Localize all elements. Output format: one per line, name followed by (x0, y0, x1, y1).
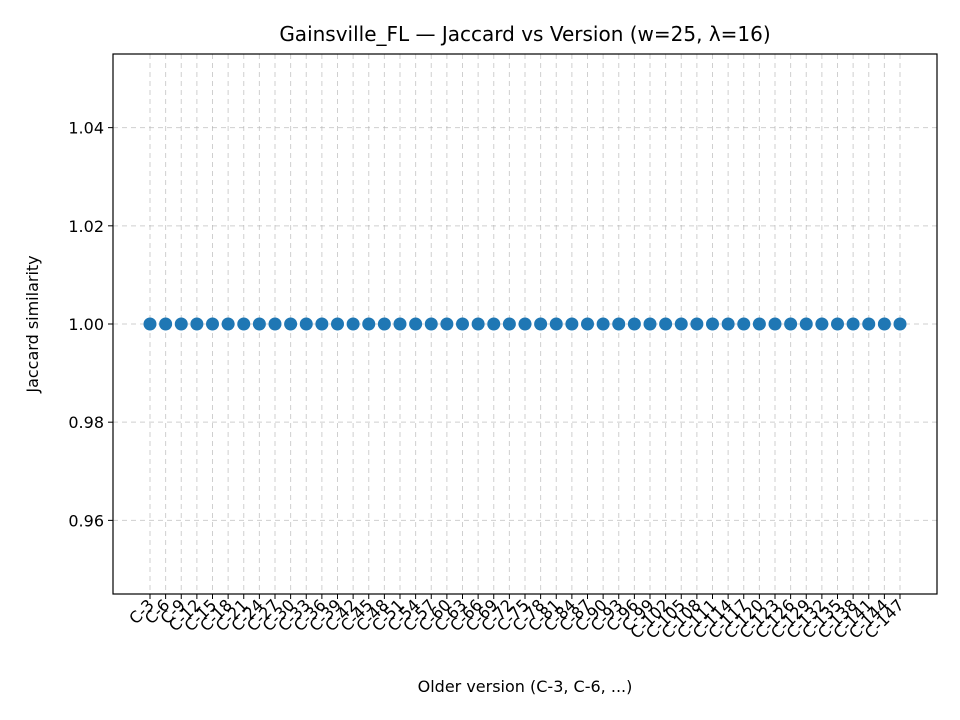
x-axis-label: Older version (C-3, C-6, ...) (418, 677, 633, 696)
data-point (581, 317, 594, 331)
data-point (674, 317, 688, 331)
data-point (737, 317, 751, 331)
data-point (768, 317, 782, 331)
data-point (377, 317, 391, 331)
data-point (268, 317, 282, 331)
data-point (331, 317, 344, 331)
data-point (690, 317, 704, 331)
data-point (643, 317, 657, 331)
data-point (440, 317, 454, 331)
x-axis-ticks: C-3C-6C-9C-12C-15C-18C-21C-24C-27C-30C-3… (125, 594, 908, 642)
data-point (612, 317, 626, 331)
data-point (409, 317, 423, 331)
data-point (534, 317, 548, 331)
y-axis-ticks: 0.96 0.98 1.00 1.02 1.04 (68, 119, 113, 530)
data-point (831, 317, 844, 331)
data-point (846, 317, 860, 331)
data-point (549, 317, 563, 331)
data-point (862, 317, 876, 331)
data-point (706, 317, 719, 331)
data-point (159, 317, 173, 331)
data-point (315, 317, 329, 331)
data-point (237, 317, 251, 331)
y-tick-label: 0.98 (68, 413, 104, 432)
data-point (799, 317, 813, 331)
y-tick-label: 0.96 (68, 511, 104, 530)
data-point (518, 317, 532, 331)
data-point (206, 317, 219, 331)
data-point (877, 317, 891, 331)
data-point (346, 317, 360, 331)
data-point (752, 317, 766, 331)
data-point (565, 317, 579, 331)
data-point (487, 317, 501, 331)
data-point (471, 317, 485, 331)
y-tick-label: 1.04 (68, 119, 104, 138)
data-point (456, 317, 469, 331)
data-point (174, 317, 188, 331)
data-points (143, 317, 907, 331)
data-point (502, 317, 516, 331)
y-axis-label: Jaccard similarity (23, 255, 42, 393)
data-point (299, 317, 313, 331)
data-point (721, 317, 735, 331)
data-point (362, 317, 376, 331)
data-point (221, 317, 235, 331)
data-point (627, 317, 641, 331)
data-point (659, 317, 673, 331)
data-point (596, 317, 610, 331)
data-point (284, 317, 298, 331)
y-tick-label: 1.02 (68, 217, 104, 236)
data-point (815, 317, 829, 331)
chart-title: Gainsville_FL — Jaccard vs Version (w=25… (279, 22, 770, 46)
data-point (393, 317, 407, 331)
data-point (252, 317, 266, 331)
data-point (190, 317, 204, 331)
y-tick-label: 1.00 (68, 315, 104, 334)
data-point (424, 317, 438, 331)
data-point (784, 317, 798, 331)
data-point (893, 317, 907, 331)
data-point (143, 317, 157, 331)
